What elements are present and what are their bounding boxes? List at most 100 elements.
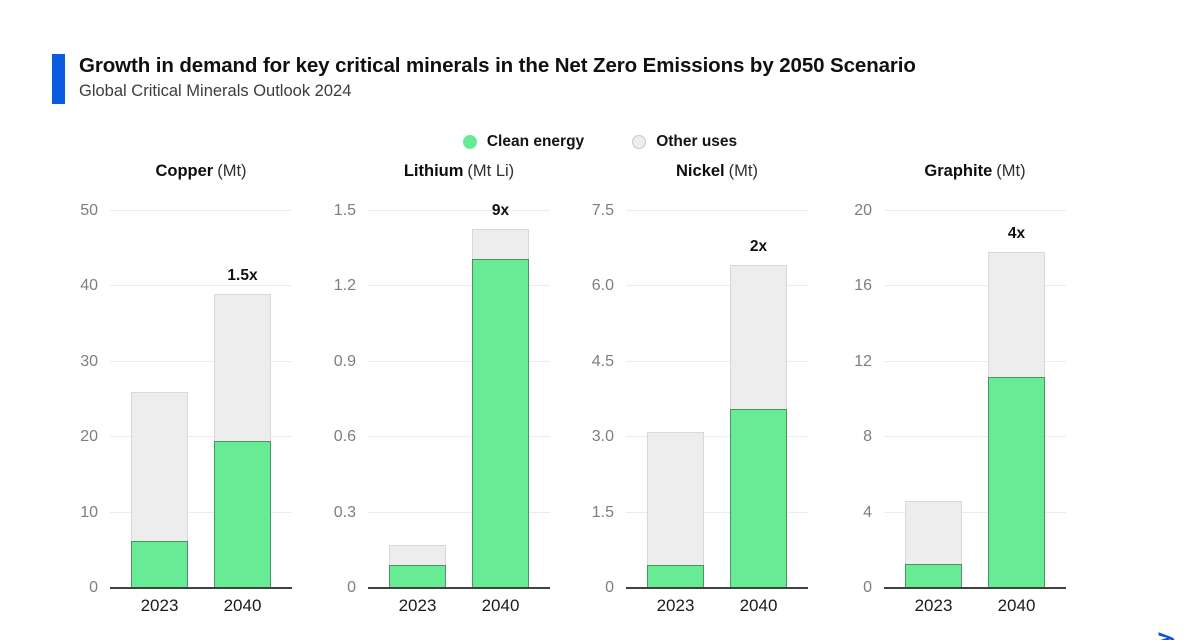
bar-graphite-2040: 4x <box>988 225 1045 588</box>
plot-graphite: Graphite (Mt) 4x 2023 2040 <box>884 162 1066 616</box>
panel-title-nickel: Nickel (Mt) <box>626 162 808 184</box>
bar-segment-other-uses <box>389 545 446 566</box>
y-axis-tick-label: 1.5 <box>591 503 614 521</box>
bars-nickel: 2x <box>626 211 808 588</box>
y-axis-tick-label: 4 <box>863 503 872 521</box>
bar-segment-other-uses <box>647 431 704 565</box>
title-block: Growth in demand for key critical minera… <box>79 54 916 104</box>
panel-title-name: Graphite <box>924 162 993 180</box>
y-axis-tick-label: 0.9 <box>333 352 356 370</box>
bar-segment-other-uses <box>472 228 529 259</box>
legend-item-other-uses: Other uses <box>632 133 737 151</box>
bar-segment-clean-energy <box>131 541 188 588</box>
plot-area-lithium: 9x <box>368 202 550 589</box>
y-axis-tick-label: 0 <box>347 579 356 596</box>
bar-segment-other-uses <box>214 293 271 441</box>
gridline <box>626 511 808 513</box>
iea-logo: International Energy Agency <box>1131 632 1176 640</box>
bar-segment-clean-energy <box>472 258 529 588</box>
y-axis-tick-label: 20 <box>854 202 872 219</box>
y-axis-tick-label: 30 <box>80 352 98 370</box>
gridline <box>626 360 808 362</box>
bar-graphite-2023 <box>905 501 962 588</box>
panel-title-name: Lithium <box>403 162 464 180</box>
gridline <box>626 210 808 211</box>
x-axis-tick-label: 2040 <box>481 596 520 615</box>
bar-segment-clean-energy <box>730 409 787 588</box>
bar-nickel-2023 <box>647 431 704 588</box>
x-axis-labels-lithium: 2023 2040 <box>368 596 550 616</box>
y-axis-tick-label: 7.5 <box>591 202 614 219</box>
gridline <box>110 210 292 211</box>
y-axis-tick-label: 16 <box>854 277 872 295</box>
bar-lithium-2040: 9x <box>472 202 529 588</box>
y-axis-tick-label: 8 <box>863 428 872 446</box>
bar-segment-clean-energy <box>905 564 962 588</box>
other-uses-swatch-icon <box>632 135 647 149</box>
gridline <box>884 210 1066 211</box>
clean-energy-swatch-icon <box>462 135 477 149</box>
bars-copper: 1.5x <box>110 211 292 588</box>
gridline <box>884 360 1066 362</box>
bar-segment-clean-energy <box>647 564 704 588</box>
gridline <box>368 285 550 287</box>
title-accent-bar <box>52 54 65 104</box>
legend-item-clean-energy: Clean energy <box>462 133 585 151</box>
gridline <box>368 360 550 362</box>
panel-title-name: Nickel <box>676 162 725 180</box>
panel-title-unit: (Mt Li) <box>467 162 515 180</box>
growth-multiplier-label: 4x <box>1007 225 1026 243</box>
x-axis-labels-graphite: 2023 2040 <box>884 596 1066 616</box>
x-axis-line <box>110 587 292 589</box>
plot-area-nickel: 2x <box>626 210 808 589</box>
x-axis-labels-nickel: 2023 2040 <box>626 596 808 616</box>
y-axis-tick-label: 6.0 <box>591 277 614 295</box>
panel-graphite: 0 4 8 12 16 20 Graphite (Mt) 4x 2023 2040 <box>840 162 1066 616</box>
x-axis-tick-label: 2023 <box>656 596 695 615</box>
gridline <box>368 436 550 438</box>
gridline <box>626 285 808 287</box>
panel-title-unit: (Mt) <box>217 162 247 180</box>
y-axis-tick-label: 0 <box>863 579 872 596</box>
bar-segment-other-uses <box>730 265 787 410</box>
legend-label-other-uses: Other uses <box>656 133 738 150</box>
panel-lithium: 0 0.3 0.6 0.9 1.2 1.5 Lithium (Mt Li) 9x 2023 2040 <box>324 162 550 616</box>
gridline <box>110 511 292 513</box>
y-axis-tick-label: 0 <box>89 579 98 596</box>
gridline <box>368 511 550 513</box>
y-axis-copper: 0 10 20 30 40 50 <box>66 202 110 596</box>
iea-logo-line2: Energy Agency <box>1153 632 1176 640</box>
bar-copper-2040: 1.5x <box>214 267 271 588</box>
panel-title-graphite: Graphite (Mt) <box>884 162 1066 184</box>
x-axis-tick-label: 2023 <box>914 596 953 615</box>
y-axis-tick-label: 0.6 <box>333 428 356 446</box>
x-axis-line <box>884 587 1066 589</box>
page-subtitle: Global Critical Minerals Outlook 2024 <box>79 81 352 100</box>
charts-row: 0 10 20 30 40 50 Copper (Mt) 1.5x 2023 2040 0 0.3 0.6… <box>66 162 1066 616</box>
y-axis-lithium: 0 0.3 0.6 0.9 1.2 1.5 <box>324 202 368 596</box>
gridline <box>884 436 1066 438</box>
x-axis-labels-copper: 2023 2040 <box>110 596 292 616</box>
panel-title-lithium: Lithium (Mt Li) <box>368 162 550 184</box>
x-axis-line <box>368 587 550 589</box>
bar-nickel-2040: 2x <box>730 238 787 588</box>
bar-lithium-2023 <box>389 545 446 588</box>
plot-nickel: Nickel (Mt) 2x 2023 2040 <box>626 162 808 616</box>
legend-label-clean-energy: Clean energy <box>486 133 585 150</box>
y-axis-tick-label: 40 <box>80 277 98 295</box>
y-axis-tick-label: 1.5 <box>333 202 356 219</box>
x-axis-tick-label: 2023 <box>398 596 437 615</box>
y-axis-tick-label: 12 <box>854 352 872 370</box>
bar-segment-clean-energy <box>988 376 1045 588</box>
gridline <box>884 285 1066 287</box>
gridline <box>884 511 1066 513</box>
x-axis-tick-label: 2040 <box>223 596 262 615</box>
page-title: Growth in demand for key critical minera… <box>79 54 916 77</box>
bar-copper-2023 <box>131 391 188 588</box>
y-axis-graphite: 0 4 8 12 16 20 <box>840 202 884 596</box>
panel-title-unit: (Mt) <box>996 162 1026 180</box>
legend: Clean energy Other uses <box>0 133 1200 151</box>
y-axis-tick-label: 10 <box>80 503 98 521</box>
gridline <box>626 436 808 438</box>
